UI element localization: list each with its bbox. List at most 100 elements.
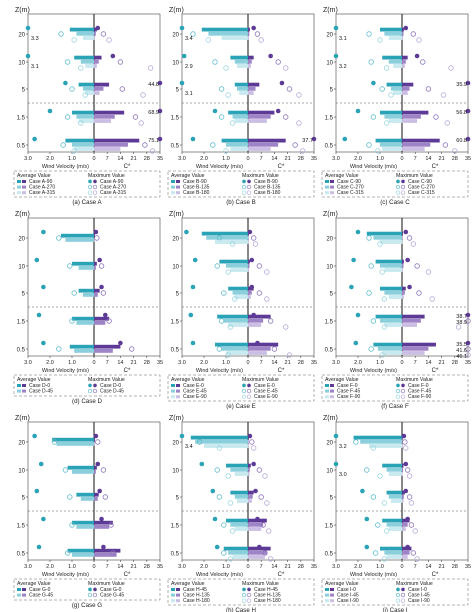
cstar-average-bar: [94, 91, 100, 95]
cstar-average-bar: [402, 494, 404, 499]
wind-average-bar: [221, 138, 248, 143]
cstar-average-bar: [402, 318, 421, 323]
y-tick-label: 0.5: [325, 552, 334, 558]
value-annotation: 3.0: [339, 472, 347, 478]
y-axis-label: Z(m): [169, 7, 184, 14]
x-tick-label: 7: [260, 564, 263, 570]
wind-maximum-marker: [225, 269, 231, 275]
legend-entry-average: Case H-45: [183, 587, 207, 593]
cstar-average-bar: [248, 86, 256, 91]
y-tick-label: 5: [22, 292, 26, 298]
x-tick-label: 3.0: [178, 564, 186, 570]
cstar-maximum-marker: [268, 53, 273, 59]
x-tick-label: 35: [465, 360, 471, 366]
wind-average-bar: [69, 344, 94, 349]
legend-marker-cstar: [400, 592, 406, 598]
wind-average-bar: [195, 439, 248, 444]
y-tick-label: 0.5: [171, 144, 180, 150]
legend-marker-cstar: [401, 587, 405, 592]
wind-average-bar: [386, 82, 402, 87]
legend-marker-cstar: [400, 598, 406, 603]
legend-marker-wind: [395, 592, 401, 598]
legend-swatch-average: [325, 599, 329, 603]
wind-maximum-marker: [34, 488, 40, 494]
cstar-maximum-marker: [407, 284, 412, 290]
wind-average-bar: [85, 91, 94, 95]
legend-entry-maximum: Case B-135: [254, 185, 281, 191]
wind-maximum-marker: [32, 136, 37, 142]
wind-maximum-marker: [225, 92, 231, 98]
legend-entry-maximum: Case H-45: [254, 587, 278, 593]
wind-maximum-marker: [190, 136, 196, 142]
x-tick-label: 14: [425, 360, 431, 366]
x-tick-label: 14: [271, 564, 277, 570]
cstar-average-bar: [402, 463, 404, 468]
cstar-maximum-marker: [97, 488, 102, 494]
wind-average-bar: [234, 119, 248, 123]
cstar-average-bar: [402, 114, 421, 119]
x-axis-label-wind: Wind Velocity (m/s): [350, 572, 397, 578]
wind-average-bar: [80, 497, 94, 501]
cstar-average-bar: [94, 321, 106, 325]
wind-maximum-marker: [229, 528, 236, 534]
y-tick-label: 1.5: [17, 116, 26, 122]
legend-entry-average: Case I-90: [337, 598, 359, 604]
wind-maximum-marker: [82, 92, 88, 98]
wind-maximum-marker: [210, 488, 216, 494]
wind-maximum-marker: [368, 346, 374, 352]
x-tick-label: 0: [92, 564, 95, 570]
x-tick-label: 28: [144, 156, 150, 162]
wind-maximum-marker: [199, 461, 205, 467]
cstar-maximum-marker: [416, 37, 422, 43]
wind-average-bar: [234, 472, 248, 476]
x-tick-label: 1.0: [222, 564, 230, 570]
cstar-average-bar: [402, 295, 404, 299]
x-tick-label: 7: [414, 156, 417, 162]
legend-marker-cstar: [400, 190, 406, 195]
legend-average-title: Average Value: [171, 377, 205, 383]
cstar-maximum-marker: [271, 346, 278, 352]
legend-entry-average: Case H-135: [183, 593, 210, 599]
chart-panel: Z(m) 20 10 5 1.5 0.5 3.0 2.0 1.0 0 7 14 21 28 35 Wind V…: [167, 211, 317, 410]
x-tick-label: 7: [106, 156, 109, 162]
wind-average-bar: [237, 499, 248, 503]
legend-marker-cstar: [92, 592, 98, 598]
wind-maximum-marker: [333, 433, 339, 439]
legend-entry-average: Case C-90: [337, 179, 361, 185]
wind-average-bar: [226, 263, 248, 268]
wind-average-bar: [206, 235, 248, 240]
legend-marker-wind: [395, 184, 401, 190]
wind-maximum-marker: [62, 467, 69, 473]
wind-average-bar: [72, 470, 94, 474]
legend-entry-average: Case G-45: [29, 593, 53, 599]
wind-maximum-marker: [218, 318, 225, 324]
cstar-maximum-marker: [266, 528, 272, 534]
wind-average-bar: [382, 351, 402, 355]
cstar-maximum-marker: [262, 550, 268, 556]
x-tick-label: 14: [117, 360, 123, 366]
wind-maximum-marker: [223, 65, 229, 71]
chart-panel: Z(m) 20 10 5 1.5 0.5 3.0 2.0 1.0 0 7 14 21 28 35 Wind V…: [13, 7, 163, 206]
x-tick-label: 1.0: [68, 156, 76, 162]
legend-average-title: Average Value: [17, 377, 51, 383]
legend-marker-wind: [241, 190, 247, 195]
y-tick-label: 0.5: [171, 552, 180, 558]
wind-average-bar: [388, 36, 402, 40]
cstar-average-bar: [248, 82, 260, 87]
wind-average-bar: [380, 142, 402, 147]
wind-average-bar: [380, 546, 402, 551]
panel-caption: (c) Case C: [380, 199, 410, 206]
wind-maximum-marker: [212, 516, 218, 522]
wind-maximum-marker: [381, 324, 388, 330]
cstar-average-bar: [248, 342, 279, 347]
y-tick-label: 5: [330, 88, 334, 94]
x-tick-label: 1.0: [376, 564, 384, 570]
cstar-maximum-marker: [406, 235, 413, 241]
y-tick-label: 0.5: [17, 144, 26, 150]
legend-swatch-cstar: [330, 389, 334, 393]
cstar-average-bar: [248, 439, 249, 444]
legend-marker-wind: [395, 388, 401, 394]
legend-swatch-average: [171, 593, 175, 597]
cstar-average-bar: [94, 142, 128, 147]
